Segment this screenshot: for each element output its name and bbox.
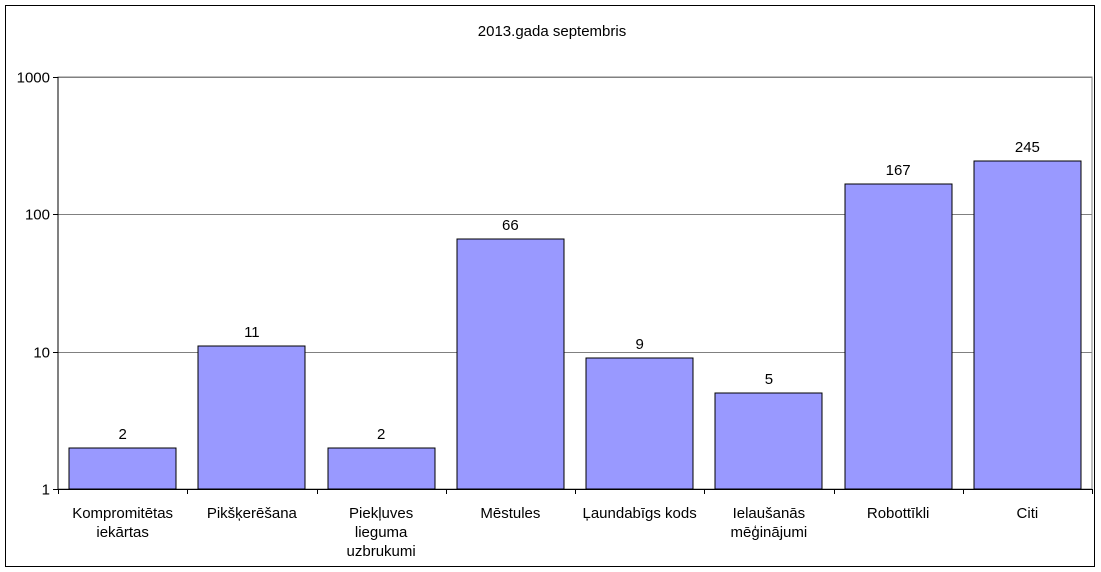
x-axis: Kompromitētas iekārtas Pikšķerēšana Piekļuv… [58, 489, 1093, 560]
chart-title: 2013.gada septembris [478, 23, 626, 40]
x-tick-label: Robottīkli [867, 505, 930, 522]
x-tick-label: Kompromitētas [72, 505, 173, 522]
value-label: 167 [886, 162, 911, 179]
bar [714, 392, 823, 490]
chart-frame: 2013.gada septembris 2 11 2 66 9 5 167 245 1 10 1… [5, 5, 1095, 567]
bars [68, 160, 1082, 490]
value-label: 5 [765, 371, 773, 388]
x-tick-label: Ielaušanās [733, 505, 806, 522]
y-tick-label: 1 [42, 482, 50, 499]
value-label: 11 [244, 324, 260, 341]
x-tick-label: lieguma [355, 524, 408, 541]
value-labels: 2 11 2 66 9 5 167 245 [118, 139, 1039, 443]
bar [844, 183, 953, 490]
value-label: 9 [635, 336, 643, 353]
bar [327, 447, 436, 490]
bar [973, 160, 1082, 490]
y-tick-label: 10 [33, 345, 50, 362]
bar [68, 447, 177, 490]
x-tick-label: mēģinājumi [731, 524, 808, 541]
value-label: 2 [377, 426, 385, 443]
x-tick-label: uzbrukumi [347, 543, 416, 560]
x-tick-label: Piekļuves [349, 505, 413, 522]
y-axis: 1 10 100 1000 [17, 70, 59, 499]
value-label: 2 [118, 426, 126, 443]
y-tick-label: 100 [25, 207, 50, 224]
bar [456, 238, 565, 490]
bar [585, 357, 694, 490]
value-label: 245 [1015, 139, 1040, 156]
x-tick-label: iekārtas [96, 524, 149, 541]
value-label: 66 [502, 217, 519, 234]
bar [197, 345, 306, 490]
x-tick-label: Ļaundabīgs kods [582, 505, 696, 522]
y-tick-label: 1000 [17, 70, 50, 87]
x-tick-label: Mēstules [480, 505, 540, 522]
x-tick-label: Citi [1017, 505, 1039, 522]
x-tick-label: Pikšķerēšana [207, 505, 298, 522]
